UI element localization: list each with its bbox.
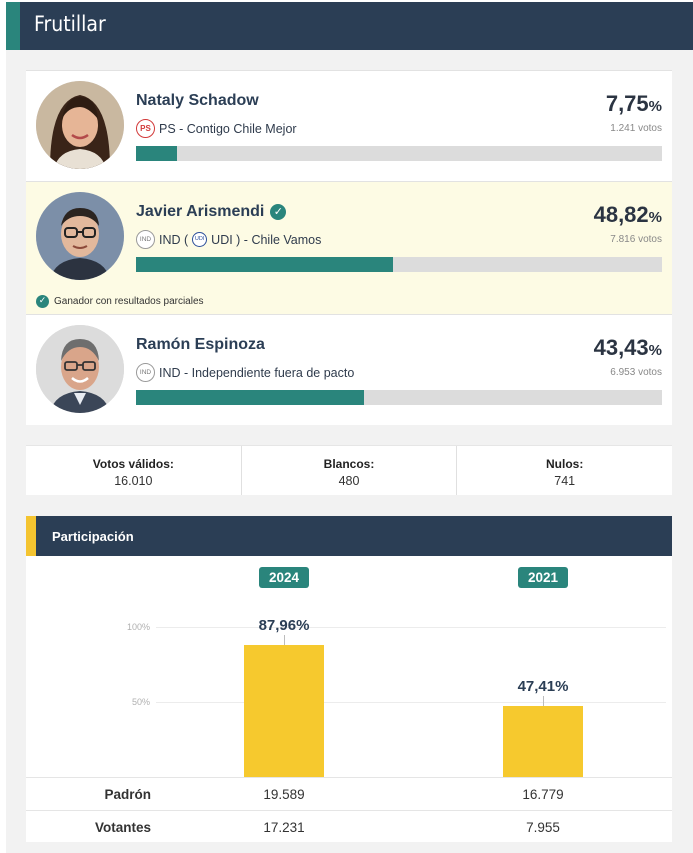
- participation-chart: 2024 2021 100% 50% 87,96% 47,41% Padrón …: [26, 556, 672, 842]
- ind-party-logo: IND: [136, 230, 155, 249]
- y-label-50: 50%: [131, 697, 150, 707]
- candidate-name: Ramón Espinoza: [136, 336, 265, 353]
- padron-2021: 16.779: [522, 787, 564, 802]
- participation-title: Participación: [52, 529, 134, 544]
- udi-party-logo: UDI: [192, 232, 208, 247]
- candidate-percentage: 48,82%: [593, 202, 662, 227]
- candidate-percentage: 43,43%: [593, 335, 662, 360]
- bar-label-stem: [543, 695, 544, 706]
- vote-share-bar: [136, 146, 662, 161]
- year-badge-2024: 2024: [259, 567, 309, 588]
- vote-share-fill: [136, 146, 177, 161]
- votantes-2021: 7.955: [526, 820, 560, 835]
- candidate-card[interactable]: Nataly Schadow PS PS - Contigo Chile Mej…: [26, 70, 672, 181]
- candidate-avatar: [36, 325, 124, 413]
- winner-note: ✓ Ganador con resultados parciales: [36, 295, 204, 308]
- ps-party-logo: PS: [136, 119, 155, 138]
- row-separator: [26, 810, 672, 811]
- candidate-votes: 6.953 votos: [610, 367, 662, 378]
- participation-label-2021: 47,41%: [517, 677, 569, 695]
- candidate-avatar: [36, 192, 124, 280]
- candidate-card-winner[interactable]: Javier Arismendi ✓ IND IND ( UDI UDI ) -…: [26, 181, 672, 314]
- candidate-party: IND IND ( UDI UDI ) - Chile Vamos: [136, 230, 321, 249]
- candidate-party: PS PS - Contigo Chile Mejor: [136, 119, 297, 138]
- y-label-100: 100%: [126, 622, 150, 632]
- vote-share-bar: [136, 390, 662, 405]
- candidate-votes: 1.241 votos: [610, 123, 662, 134]
- ind-party-logo: IND: [136, 363, 155, 382]
- null-votes: Nulos: 741: [456, 446, 672, 495]
- candidate-name: Javier Arismendi ✓: [136, 203, 287, 221]
- page-title: Frutillar: [34, 12, 106, 36]
- candidate-party: IND IND - Independiente fuera de pacto: [136, 363, 354, 382]
- vote-totals: Votos válidos: 16.010 Blancos: 480 Nulos…: [26, 445, 672, 495]
- bar-label-stem: [284, 635, 285, 646]
- participation-label-2024: 87,96%: [258, 617, 310, 635]
- votantes-2024: 17.231: [263, 820, 305, 835]
- candidate-votes: 7.816 votos: [610, 234, 662, 245]
- check-circle-icon: ✓: [36, 295, 49, 308]
- year-badge-2021: 2021: [518, 567, 568, 588]
- candidate-card[interactable]: Ramón Espinoza IND IND - Independiente f…: [26, 314, 672, 425]
- candidate-avatar: [36, 81, 124, 169]
- check-circle-icon: ✓: [270, 204, 287, 220]
- candidate-name: Nataly Schadow: [136, 92, 259, 109]
- row-separator: [26, 777, 672, 778]
- gridline-50: [156, 702, 666, 703]
- vote-share-fill: [136, 390, 365, 405]
- vote-share-fill: [136, 257, 393, 272]
- gridline-100: [156, 627, 666, 628]
- header-accent: [6, 2, 20, 50]
- candidate-percentage: 7,75%: [605, 91, 662, 116]
- participation-header: Participación: [26, 516, 672, 556]
- participation-bar-2024: [244, 645, 324, 777]
- votantes-label: Votantes: [94, 820, 151, 835]
- padron-2024: 19.589: [263, 787, 305, 802]
- padron-label: Padrón: [104, 787, 151, 802]
- blank-votes: Blancos: 480: [240, 446, 457, 495]
- participation-accent: [26, 516, 36, 556]
- page-header: Frutillar: [6, 2, 693, 50]
- participation-bar-2021: [503, 705, 583, 777]
- vote-share-bar: [136, 257, 662, 272]
- valid-votes: Votos válidos: 16.010: [92, 457, 174, 488]
